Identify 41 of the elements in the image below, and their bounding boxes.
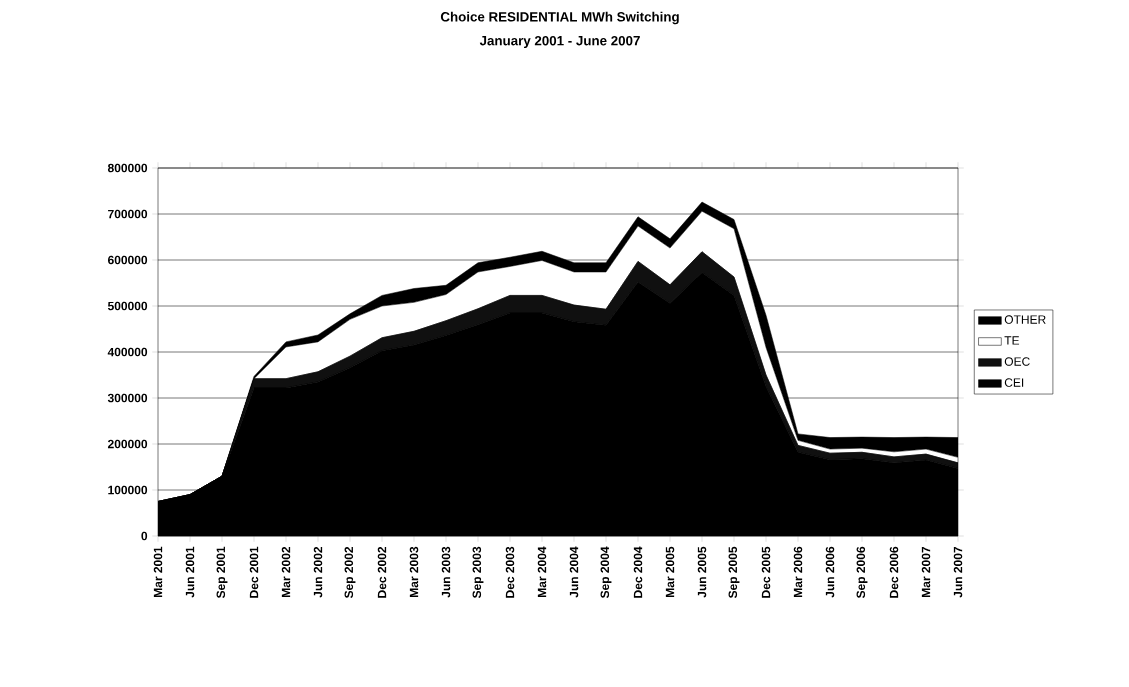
x-tick-label: Jun 2002: [313, 546, 323, 598]
x-tick-label: Dec 2002: [377, 546, 387, 598]
x-tick-label: Jun 2006: [825, 546, 835, 598]
x-tick-label: Dec 2003: [505, 546, 515, 598]
x-tick-label: Sep 2003: [472, 546, 484, 599]
x-tick-label: Sep 2005: [728, 546, 740, 599]
x-tick-label: Mar 2002: [281, 546, 291, 597]
x-tick-label: Jun 2005: [697, 546, 707, 598]
x-tick-label: Dec 2005: [761, 546, 771, 598]
x-tick-label: Dec 2001: [249, 546, 259, 598]
y-tick-label: 600000: [108, 255, 148, 265]
x-tick-label: Mar 2006: [793, 546, 803, 597]
legend-label: OTHER: [1004, 315, 1046, 324]
y-tick-label: 800000: [107, 163, 148, 173]
y-tick-label: 300000: [107, 393, 148, 403]
x-tick-label: Jun 2001: [185, 546, 195, 598]
legend-label: OEC: [1004, 357, 1030, 366]
legend-label: CEI: [1004, 378, 1024, 387]
x-tick-label: Jun 2007: [953, 546, 963, 598]
y-tick-label: 200000: [107, 439, 148, 449]
x-tick-label: Mar 2003: [409, 546, 419, 597]
y-tick-label: 0: [141, 531, 148, 541]
chart-subtitle: January 2001 - June 2007: [479, 35, 640, 49]
x-tick-label: Mar 2001: [153, 546, 163, 597]
x-tick-label: Mar 2004: [537, 546, 547, 597]
x-tick-label: Mar 2005: [665, 546, 675, 597]
x-tick-label: Jun 2003: [441, 546, 451, 598]
y-tick-label: 400000: [107, 347, 148, 357]
y-tick-label: 500000: [107, 301, 148, 311]
x-tick-label: Sep 2001: [216, 546, 228, 599]
x-tick-label: Jun 2004: [569, 546, 579, 598]
legend-label: TE: [1004, 336, 1020, 345]
x-tick-label: Sep 2002: [344, 546, 356, 599]
x-tick-label: Mar 2007: [921, 546, 931, 597]
y-tick-label: 100000: [108, 485, 148, 495]
y-tick-label: 700000: [108, 209, 148, 219]
x-tick-label: Dec 2004: [633, 546, 643, 598]
x-tick-label: Dec 2006: [889, 546, 899, 598]
x-tick-label: Sep 2004: [600, 546, 612, 599]
x-tick-label: Sep 2006: [856, 546, 868, 599]
chart-title: Choice RESIDENTIAL MWh Switching: [440, 11, 679, 25]
